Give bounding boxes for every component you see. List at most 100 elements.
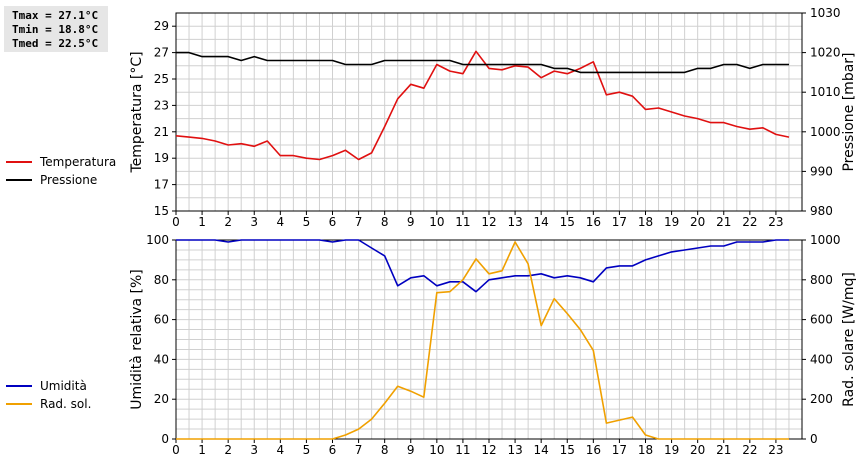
x-tick-label: 7: [355, 215, 363, 229]
y-right-tick-label: 1020: [810, 46, 841, 60]
x-tick-label: 0: [172, 215, 180, 229]
y-tick-label: 19: [154, 151, 169, 165]
x-tick-label: 12: [481, 443, 496, 457]
x-tick-label: 21: [716, 443, 731, 457]
x-tick-label: 14: [534, 215, 549, 229]
x-tick-label: 8: [381, 443, 389, 457]
y-right-tick-label: 200: [810, 392, 833, 406]
legend-swatch-radiation: [6, 403, 32, 405]
x-tick-label: 16: [586, 443, 601, 457]
y-right-tick-label: 400: [810, 352, 833, 366]
y-tick-label: 23: [154, 98, 169, 112]
legend-swatch-temperature: [6, 161, 32, 163]
legend-item-pressure: Pressione: [6, 171, 116, 189]
x-tick-label: 13: [507, 443, 522, 457]
x-tick-label: 18: [638, 215, 653, 229]
y-right-tick-label: 990: [810, 164, 833, 178]
legend-item-humidity: Umidità: [6, 377, 91, 395]
legend-label-pressure: Pressione: [40, 173, 98, 187]
x-tick-label: 20: [690, 443, 705, 457]
x-tick-label: 3: [250, 215, 258, 229]
x-tick-label: 15: [560, 443, 575, 457]
y-right-axis-title: Pressione [mbar]: [841, 52, 857, 171]
legend-swatch-pressure: [6, 179, 32, 181]
x-tick-label: 2: [224, 215, 232, 229]
y-tick-label: 29: [154, 19, 169, 33]
legend-top: Temperatura Pressione: [6, 153, 116, 189]
y-tick-label: 80: [154, 273, 169, 287]
y-tick-label: 0: [161, 432, 169, 446]
y-tick-label: 15: [154, 204, 169, 218]
x-tick-label: 23: [768, 215, 783, 229]
tmax-label: Tmax = 27.1°C: [12, 9, 99, 22]
x-tick-label: 15: [560, 215, 575, 229]
y-right-tick-label: 1000: [810, 125, 841, 139]
y-right-tick-label: 0: [810, 432, 818, 446]
y-axis-title: Temperatura [°C]: [129, 51, 145, 173]
y-tick-label: 21: [154, 125, 169, 139]
y-right-tick-label: 1010: [810, 85, 841, 99]
x-tick-label: 14: [534, 443, 549, 457]
y-right-tick-label: 980: [810, 204, 833, 218]
y-tick-label: 27: [154, 46, 169, 60]
tmed-label: Tmed = 22.5°C: [12, 37, 99, 50]
x-tick-label: 4: [277, 443, 285, 457]
x-tick-label: 8: [381, 215, 389, 229]
x-tick-label: 11: [455, 215, 470, 229]
y-right-tick-label: 1000: [810, 233, 841, 247]
series-line-temperatura: [175, 50, 790, 161]
x-tick-label: 1: [198, 443, 206, 457]
x-tick-label: 9: [407, 215, 415, 229]
x-tick-label: 16: [586, 215, 601, 229]
x-tick-label: 10: [429, 215, 444, 229]
legend-label-radiation: Rad. sol.: [40, 397, 92, 411]
chart-panel-1: 0 1 2 3 4 5 6 7 8 9 10 11 12 13 14 15 16 17 18 19 20 21 22 2315…: [129, 6, 857, 229]
legend-item-temperature: Temperatura: [6, 153, 116, 171]
x-tick-label: 0: [172, 443, 180, 457]
x-tick-label: 23: [768, 443, 783, 457]
y-right-tick-label: 1030: [810, 6, 841, 20]
legend-label-temperature: Temperatura: [40, 155, 117, 169]
x-tick-label: 20: [690, 215, 705, 229]
chart-panel-2: 0 1 2 3 4 5 6 7 8 9 10 11 12 13 14 15 16 17 18 19 20 21 22 2302…: [129, 233, 857, 457]
y-tick-label: 40: [154, 352, 169, 366]
series-line-umidit: [176, 239, 789, 293]
x-tick-label: 17: [612, 443, 627, 457]
x-tick-label: 5: [303, 215, 311, 229]
x-tick-label: 5: [303, 443, 311, 457]
legend-bottom: Umidità Rad. sol.: [6, 377, 91, 413]
x-tick-label: 11: [455, 443, 470, 457]
x-tick-label: 6: [329, 215, 337, 229]
x-tick-label: 18: [638, 443, 653, 457]
x-tick-label: 3: [250, 443, 258, 457]
tmin-label: Tmin = 18.8°C: [12, 23, 99, 36]
series-line-pressione: [176, 51, 789, 74]
x-tick-label: 22: [742, 443, 757, 457]
y-right-axis-title: Rad. solare [W/mq]: [841, 272, 857, 407]
legend-swatch-humidity: [6, 385, 32, 387]
x-tick-label: 21: [716, 215, 731, 229]
y-tick-label: 17: [154, 178, 169, 192]
x-tick-label: 17: [612, 215, 627, 229]
x-tick-label: 1: [198, 215, 206, 229]
y-tick-label: 25: [154, 72, 169, 86]
x-tick-label: 12: [481, 215, 496, 229]
stats-box: Tmax = 27.1°C Tmin = 18.8°C Tmed = 22.5°…: [4, 6, 108, 52]
series-line-rad-sol: [176, 241, 789, 440]
x-tick-label: 19: [664, 215, 679, 229]
y-right-tick-label: 800: [810, 273, 833, 287]
legend-label-humidity: Umidità: [40, 379, 87, 393]
legend-item-radiation: Rad. sol.: [6, 395, 91, 413]
x-tick-label: 4: [277, 215, 285, 229]
y-tick-label: 60: [154, 313, 169, 327]
x-tick-label: 6: [329, 443, 337, 457]
x-tick-label: 10: [429, 443, 444, 457]
y-tick-label: 100: [146, 233, 169, 247]
x-tick-label: 19: [664, 443, 679, 457]
y-tick-label: 20: [154, 392, 169, 406]
x-tick-label: 22: [742, 215, 757, 229]
x-tick-label: 13: [507, 215, 522, 229]
y-axis-title: Umidità relativa [%]: [129, 269, 145, 410]
y-right-tick-label: 600: [810, 313, 833, 327]
